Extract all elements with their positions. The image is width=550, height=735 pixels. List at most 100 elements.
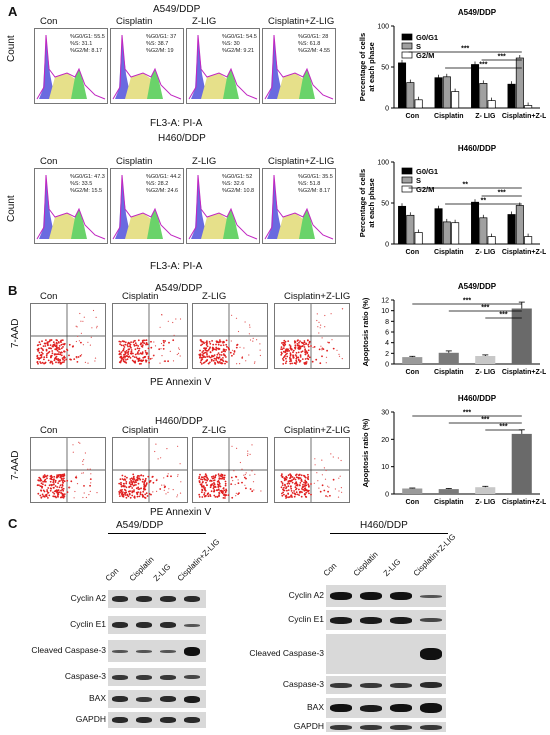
western-h460-band xyxy=(420,594,442,598)
event-dots xyxy=(118,443,182,499)
bar-g0g1 xyxy=(471,201,480,245)
western-h460-protein-label: GAPDH xyxy=(293,721,324,731)
bar-g0g1 xyxy=(507,214,516,245)
panel-letter-b: B xyxy=(8,283,18,298)
flow-a549-stat-line: %G2/M: 9.21 xyxy=(222,48,255,54)
dotplot-h460-group-title: Z-LIG xyxy=(202,425,227,436)
panel-letter-a: A xyxy=(8,4,18,19)
western-a549-band xyxy=(112,649,128,653)
g2m-peak xyxy=(223,69,239,99)
dotplot-h460-group-title: Cisplatin xyxy=(122,425,159,436)
y-tick-label: 100 xyxy=(377,24,389,31)
flow-a549-stat-line: %G0/G1: 54.5 xyxy=(222,34,257,40)
event-dots xyxy=(36,441,98,499)
x-tick-label: Cisplatin+Z-LIG xyxy=(502,249,546,256)
legend-label: S xyxy=(416,42,421,51)
y-tick-label: 30 xyxy=(381,410,389,417)
dotplot-h460-dotplot xyxy=(274,437,350,503)
apoptosis-bar xyxy=(402,488,423,494)
bar-s xyxy=(406,214,415,245)
significance-label: *** xyxy=(498,190,506,197)
dotplot-a549-dotplot xyxy=(274,303,350,369)
event-dots xyxy=(198,444,262,499)
western-h460-protein-label: BAX xyxy=(306,702,324,712)
g2m-peak xyxy=(299,69,315,99)
western-a549-protein-label: Cyclin A2 xyxy=(70,593,106,603)
western-a549-blot-strip xyxy=(108,590,206,608)
flow-a549-title: A549/DDP xyxy=(153,4,201,15)
apoptosis-chart-h460: H460/DDP 0 10 20 30 Apoptosis ratio (%) *** ***… xyxy=(361,394,546,506)
flow-a549-group-title: Con xyxy=(40,16,58,27)
bar-g2m xyxy=(487,236,496,245)
western-h460-band xyxy=(390,682,412,688)
apoptosis-chart-a549: A549/DDP 0 2 4 6 8 10 12 Apoptosis ratio (%) *** *… xyxy=(361,282,546,376)
bar-g0g1 xyxy=(398,205,407,245)
flow-a549-histogram xyxy=(186,28,260,104)
western-h460-blot-strip xyxy=(326,676,446,694)
g0g1-peak xyxy=(115,177,131,239)
s-phase-area xyxy=(201,213,231,239)
y-axis-label: Apoptosis ratio (%) xyxy=(361,297,370,366)
chart-title: H460/DDP xyxy=(458,144,497,153)
significance-label: *** xyxy=(463,298,471,305)
dotplot-a549-dotplot xyxy=(112,303,188,369)
x-tick-label: Cisplatin+Z-LIG xyxy=(502,499,546,506)
western-a549-blot-strip xyxy=(108,668,206,686)
g0g1-peak xyxy=(191,177,207,239)
dotplot-h460-group-title: Cisplatin+Z-LIG xyxy=(284,425,351,436)
western-a549-band xyxy=(184,717,200,723)
g2m-peak xyxy=(147,209,163,239)
dotplot-a549-dotplot xyxy=(30,303,106,369)
dotplot-a549-dotplot xyxy=(192,303,268,369)
dotplot-a549-group-title: Con xyxy=(40,291,58,302)
y-axis-label: Percentage of cellsat each phase xyxy=(358,33,376,101)
flow-h460-histogram xyxy=(262,168,336,244)
western-h460-band xyxy=(390,704,412,712)
flow-h460-histogram xyxy=(34,168,108,244)
y-tick-label: 20 xyxy=(381,437,389,444)
flow-h460-stat-line: %S: 28.2 xyxy=(146,181,169,187)
apoptosis-bar xyxy=(511,308,532,364)
dotplot-a549-group-title: Cisplatin+Z-LIG xyxy=(284,291,351,302)
bar-g0g1 xyxy=(471,64,480,109)
flow-a549-stat-line: %G0/G1: 28 xyxy=(298,34,329,40)
flow-a549-group-title: Z-LIG xyxy=(192,16,217,27)
event-dots xyxy=(280,453,343,499)
western-h460-lane-label: Con xyxy=(321,561,339,578)
western-a549-band xyxy=(160,717,176,723)
y-tick-label: 4 xyxy=(385,340,389,347)
flow-a549-stat-line: %G0/G1: 55.5 xyxy=(70,34,105,40)
western-h460-band xyxy=(360,592,382,600)
western-h460-lane-label: Cisplatin+Z-LIG xyxy=(411,532,458,578)
flow-h460-stat-line: %G0/G1: 52 xyxy=(222,174,253,180)
flow-h460-histogram xyxy=(186,168,260,244)
legend-swatch xyxy=(401,176,413,184)
event-dots xyxy=(280,308,344,365)
y-tick-label: 10 xyxy=(381,308,389,315)
western-h460-blot-strip xyxy=(326,634,446,674)
western-a549-band xyxy=(160,596,176,602)
y-axis-label: Percentage of cellsat each phase xyxy=(358,169,376,237)
western-a549-lane-label: Con xyxy=(103,566,121,583)
western-h460-band xyxy=(330,724,352,730)
western-h460-band xyxy=(360,724,382,730)
x-tick-label: Cisplatin xyxy=(434,499,464,506)
g2m-peak xyxy=(223,209,239,239)
flow-a549-stat-line: %S: 38.7 xyxy=(146,41,169,47)
significance-label: ** xyxy=(481,198,487,205)
flow-a549-stat-line: %S: 30 xyxy=(222,41,240,47)
bar-g2m xyxy=(524,236,533,245)
g0g1-peak xyxy=(191,37,207,99)
dotplot-a549-group-title: Z-LIG xyxy=(202,291,227,302)
western-a549-band xyxy=(136,717,152,723)
significance-label: *** xyxy=(499,312,507,319)
histogram-curve xyxy=(264,34,334,100)
y-tick-label: 6 xyxy=(385,330,389,337)
legend-label: G2/M xyxy=(416,185,434,194)
western-h460-band xyxy=(330,682,352,688)
western-a549-lane-label: Z-LIG xyxy=(151,562,173,583)
dotplot-h460-x-label: PE Annexin V xyxy=(150,507,212,518)
flow-a549-histogram xyxy=(34,28,108,104)
chart-title: A549/DDP xyxy=(458,8,497,17)
